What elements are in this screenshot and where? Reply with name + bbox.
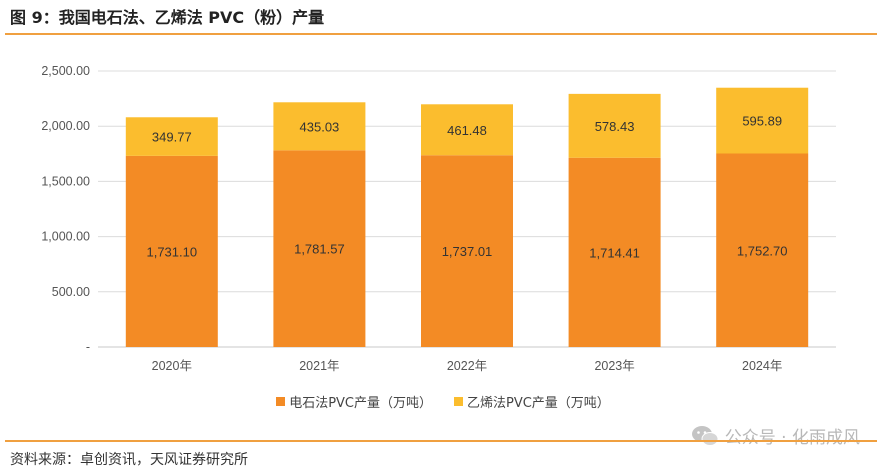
- data-label-carbide: 1,714.41: [589, 245, 640, 260]
- legend-label-carbide: 电石法PVC产量（万吨）: [289, 396, 432, 411]
- bar-ethylene: [568, 93, 661, 158]
- bar-ethylene: [273, 102, 366, 151]
- data-label-ethylene: 435.03: [300, 119, 340, 134]
- data-label-ethylene: 461.48: [447, 123, 487, 138]
- source-note: 资料来源：卓创资讯，天风证券研究所: [10, 452, 248, 468]
- bar-ethylene: [421, 104, 513, 156]
- y-tick-label: 2,500.00: [41, 64, 90, 78]
- data-label-carbide: 1,731.10: [146, 244, 197, 259]
- data-label-carbide: 1,781.57: [294, 242, 345, 257]
- data-label-ethylene: 595.89: [742, 114, 782, 129]
- legend-item-carbide: 电石法PVC产量（万吨）: [276, 392, 432, 411]
- footer-divider: [5, 440, 877, 442]
- legend-item-ethylene: 乙烯法PVC产量（万吨）: [454, 392, 610, 411]
- chart-legend: 电石法PVC产量（万吨） 乙烯法PVC产量（万吨）: [0, 392, 886, 411]
- y-tick-label: 1,000.00: [41, 230, 90, 244]
- data-label-carbide: 1,752.70: [737, 243, 788, 258]
- bar-carbide: [716, 153, 809, 347]
- data-label-ethylene: 349.77: [152, 130, 192, 145]
- x-tick-label: 2021年: [299, 359, 339, 373]
- legend-swatch-carbide: [276, 397, 286, 406]
- x-tick-label: 2023年: [594, 359, 634, 373]
- title-divider: [5, 33, 877, 35]
- bar-carbide: [421, 155, 513, 347]
- bar-ethylene: [716, 87, 809, 154]
- y-tick-label: -: [86, 340, 90, 354]
- x-tick-label: 2020年: [152, 359, 192, 373]
- wechat-icon: [691, 425, 719, 446]
- watermark: 公众号 · 化雨成风: [691, 423, 860, 448]
- bar-carbide: [125, 155, 218, 347]
- x-tick-label: 2024年: [742, 359, 782, 373]
- y-tick-label: 2,000.00: [41, 119, 90, 133]
- bar-carbide: [568, 157, 661, 347]
- data-label-carbide: 1,737.01: [442, 244, 493, 259]
- y-tick-label: 1,500.00: [41, 174, 90, 188]
- bar-carbide: [273, 150, 366, 347]
- x-tick-label: 2022年: [447, 359, 487, 373]
- figure-title: 图 9：我国电石法、乙烯法 PVC（粉）产量: [10, 8, 325, 27]
- legend-swatch-ethylene: [454, 397, 463, 406]
- y-tick-label: 500.00: [52, 285, 90, 299]
- watermark-text: 公众号 · 化雨成风: [724, 428, 860, 448]
- bar-ethylene: [125, 117, 218, 156]
- data-label-ethylene: 578.43: [595, 119, 635, 134]
- legend-label-ethylene: 乙烯法PVC产量（万吨）: [467, 396, 610, 411]
- stacked-bar-chart: - 500.00 1,000.00 1,500.00 2,000.00 2,500.00 1…: [41, 64, 836, 373]
